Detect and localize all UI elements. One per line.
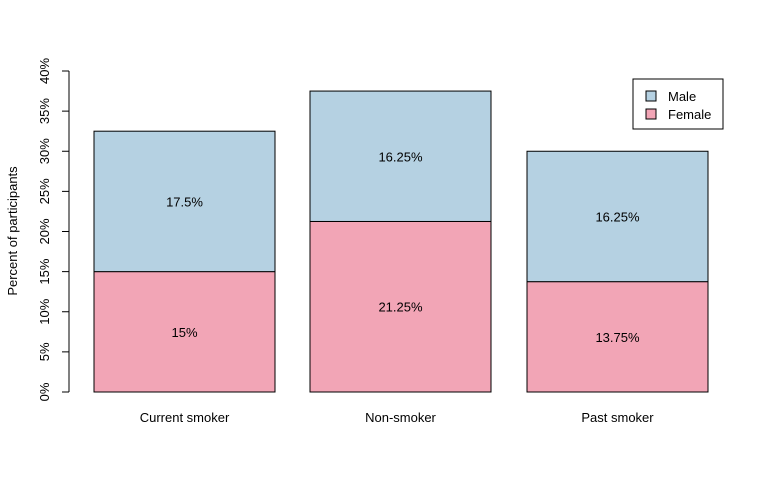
legend: Male Female	[632, 78, 724, 130]
bar-segment-male	[309, 90, 492, 222]
y-tick-label: 25%	[37, 178, 52, 204]
legend-label-female: Female	[668, 107, 711, 122]
data-label: 17.5%	[166, 194, 203, 209]
data-label: 16.25%	[378, 149, 423, 164]
bar-segment-male	[526, 150, 709, 283]
data-label: 21.25%	[378, 300, 423, 315]
data-label: 13.75%	[595, 330, 640, 345]
legend-box	[632, 78, 724, 130]
y-tick-label: 10%	[37, 298, 52, 324]
bar-segment-female	[309, 220, 492, 393]
category-labels: Current smoker Non-smoker Past smoker	[140, 410, 655, 425]
y-axis-label: Percent of participants	[5, 166, 20, 296]
legend-label-male: Male	[668, 89, 696, 104]
y-tick-label: 15%	[37, 258, 52, 284]
y-tick-label: 40%	[37, 58, 52, 84]
bars	[93, 90, 709, 393]
category-label: Non-smoker	[365, 410, 436, 425]
data-labels: 15% 17.5% 21.25% 16.25% 13.75% 16.25%	[166, 149, 640, 345]
y-tick-label: 5%	[37, 342, 52, 361]
category-label: Current smoker	[140, 410, 230, 425]
y-tick-label: 0%	[37, 382, 52, 401]
data-label: 15%	[171, 325, 197, 340]
category-label: Past smoker	[581, 410, 654, 425]
y-tick-label: 35%	[37, 98, 52, 124]
legend-swatch-male	[645, 90, 657, 102]
bar-segment-male	[93, 130, 276, 273]
y-axis: 0% 5% 10% 15% 20% 25% 30% 35% 40%	[37, 58, 70, 401]
y-tick-label: 30%	[37, 138, 52, 164]
bar-segment-female	[526, 281, 709, 393]
legend-swatch-female	[645, 108, 657, 120]
data-label: 16.25%	[595, 209, 640, 224]
y-tick-label: 20%	[37, 218, 52, 244]
